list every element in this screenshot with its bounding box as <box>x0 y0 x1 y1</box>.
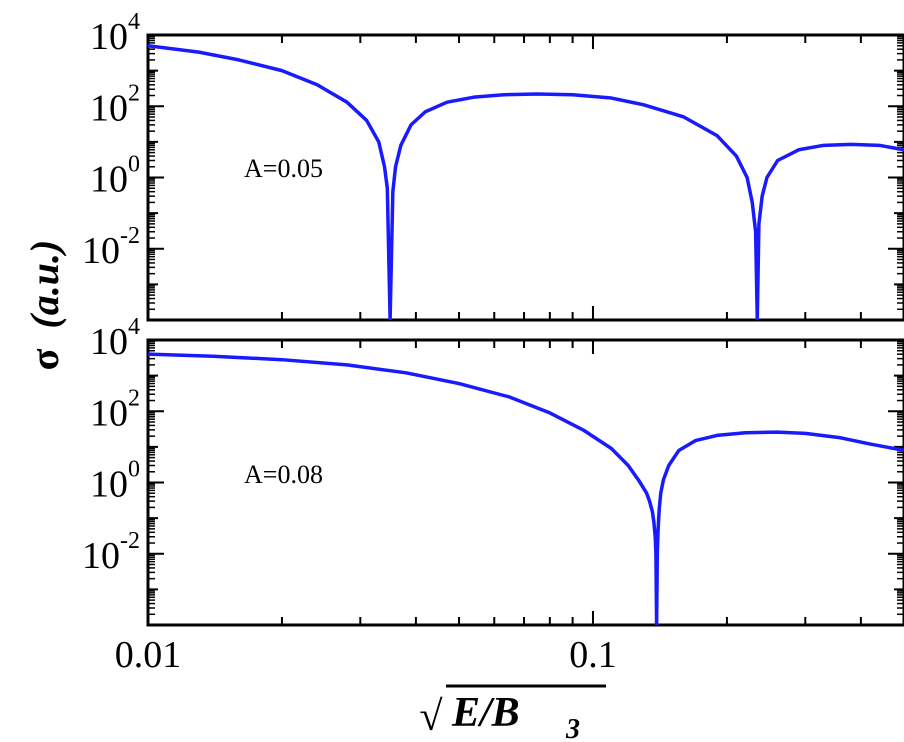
y-tick-label: 104 <box>90 9 140 58</box>
y-tick-label-base: 10 <box>90 87 128 129</box>
y-tick-label-base: 10 <box>90 464 128 506</box>
x-axis-label-sub: 3 <box>565 714 580 742</box>
y-tick-label: 104 <box>90 314 140 363</box>
y-tick-label: 100 <box>90 457 140 506</box>
y-tick-label: 100 <box>90 152 140 201</box>
x-tick-label: 0.1 <box>569 634 617 676</box>
panel-annotation: A=0.05 <box>244 154 323 183</box>
y-tick-label-exponent: 4 <box>128 9 140 35</box>
x-axis-label-main: E/B <box>451 690 520 736</box>
y-tick-label: 10-2 <box>82 528 140 577</box>
y-tick-label-base: 10 <box>82 230 120 272</box>
svg-text:σ (a.u.): σ (a.u.) <box>22 240 67 371</box>
y-tick-label-base: 10 <box>90 16 128 58</box>
y-tick-label-base: 10 <box>82 535 120 577</box>
y-axis-label: σ (a.u.) <box>22 240 67 371</box>
y-axis-label-unit: (a.u.) <box>22 240 67 329</box>
y-tick-label-exponent: 4 <box>128 314 140 340</box>
y-tick-label-base: 10 <box>90 321 128 363</box>
panel-annotation: A=0.08 <box>244 460 323 489</box>
x-axis-label-sqrt: √ <box>419 694 443 740</box>
y-tick-label-exponent: 2 <box>128 385 140 411</box>
y-tick-label-base: 10 <box>90 392 128 434</box>
y-tick-label: 102 <box>90 385 140 434</box>
y-tick-label-exponent: 0 <box>128 152 140 178</box>
y-axis-label-symbol: σ <box>22 348 67 370</box>
series-line <box>148 352 904 625</box>
y-tick-label-exponent: 0 <box>128 457 140 483</box>
series-line <box>148 43 904 320</box>
y-tick-label-exponent: -2 <box>120 528 140 554</box>
y-tick-label-base: 10 <box>90 159 128 201</box>
y-tick-label-exponent: -2 <box>120 223 140 249</box>
y-tick-label: 102 <box>90 80 140 129</box>
y-tick-label-exponent: 2 <box>128 80 140 106</box>
x-tick-label: 0.01 <box>115 634 182 676</box>
y-tick-label: 10-2 <box>82 223 140 272</box>
x-axis-label: √ E/B 3 <box>419 684 606 742</box>
